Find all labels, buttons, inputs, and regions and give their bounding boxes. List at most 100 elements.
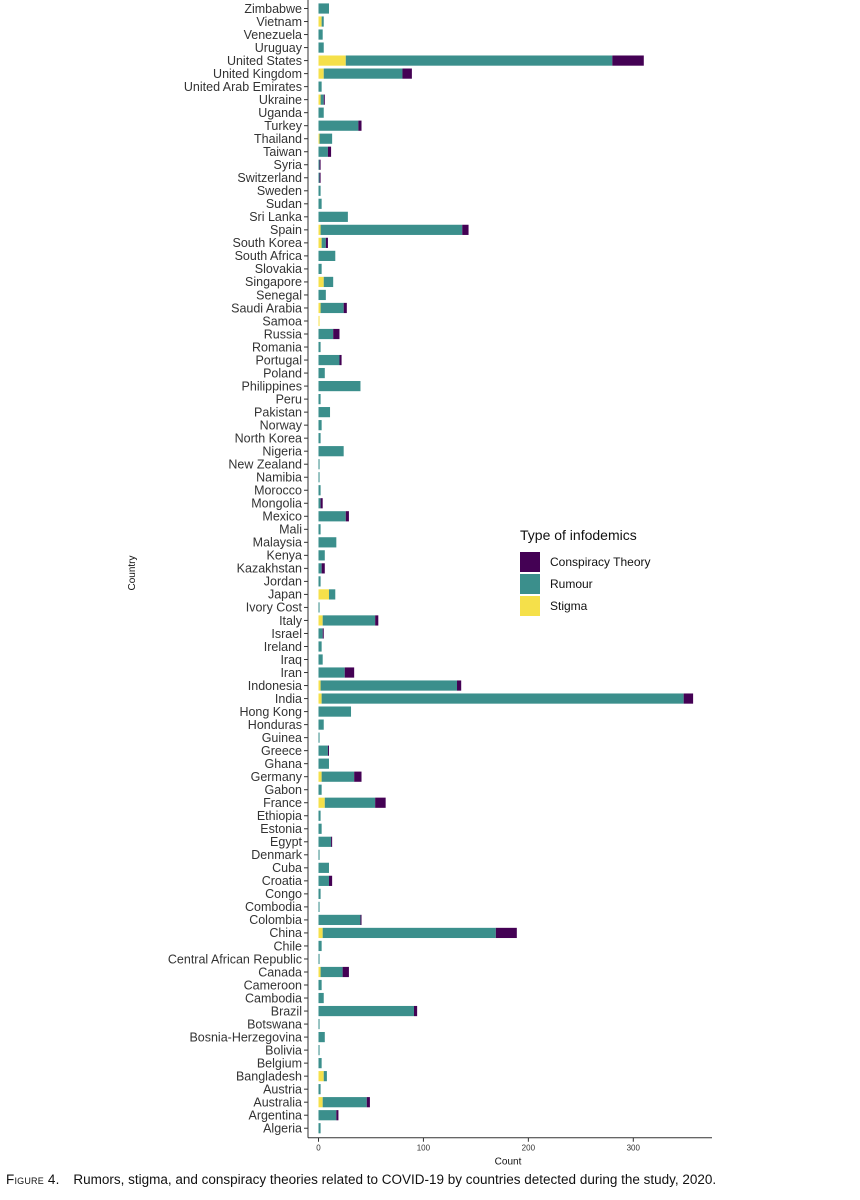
bar-segment-rumour [318, 524, 321, 535]
category-label: Samoa [262, 314, 302, 328]
category-label: Canada [258, 965, 302, 979]
bar-segment-conspiracy-theory [354, 771, 362, 782]
category-label: Bosnia-Herzegovina [189, 1030, 302, 1044]
bar-segment-rumour [318, 3, 329, 14]
category-label: Singapore [245, 275, 302, 289]
bar-segment-conspiracy-theory [366, 1097, 370, 1108]
bar-segment-rumour [321, 237, 326, 248]
bar-segment-rumour [318, 940, 322, 952]
bar-segment-stigma [318, 615, 323, 626]
bar-segment-conspiracy-theory [323, 94, 325, 105]
bar-segment-rumour [318, 563, 322, 574]
category-label: United Kingdom [213, 67, 302, 81]
category-label: Cuba [272, 861, 302, 875]
bar-segment-conspiracy-theory [319, 172, 321, 183]
bar-segment-conspiracy-theory [457, 680, 462, 691]
x-tick-label: 200 [522, 1144, 536, 1153]
category-label: France [263, 796, 302, 810]
bar-segment-stigma [318, 927, 323, 939]
bar-segment-rumour [318, 641, 322, 652]
category-label: Vietnam [256, 15, 302, 29]
category-label: Kazakhstan [237, 562, 302, 576]
category-label: Iran [280, 666, 302, 680]
bar-segment-rumour [318, 706, 352, 717]
legend-title: Type of infodemics [520, 527, 637, 543]
category-label: Algeria [263, 1122, 302, 1136]
category-label: Thailand [254, 132, 302, 146]
category-label: Ghana [264, 757, 302, 771]
bar-segment-rumour [323, 276, 334, 288]
category-label: Turkey [264, 119, 302, 133]
bar-segment-stigma [318, 315, 320, 327]
bar-segment-rumour [320, 224, 463, 235]
category-label: Zimbabwe [244, 2, 302, 16]
bar-segment-stigma [318, 966, 321, 978]
legend-label: Conspiracy Theory [550, 555, 651, 569]
category-label: Spain [270, 223, 302, 237]
bar-segment-rumour [318, 1123, 321, 1134]
bar-segment-rumour [318, 537, 337, 548]
bar-segment-conspiracy-theory [344, 667, 355, 678]
bar-segment-stigma [318, 237, 322, 248]
bar-segment-rumour [318, 719, 324, 730]
bar-segment-rumour [318, 1058, 322, 1069]
bar-segment-rumour [318, 1031, 325, 1043]
bar-segment-conspiracy-theory [328, 875, 333, 886]
category-label: Gabon [264, 783, 302, 797]
figure-label: Figure 4. [6, 1172, 60, 1187]
bar-segment-rumour [318, 992, 324, 1004]
category-label: Combodia [245, 900, 302, 914]
legend-swatch [520, 552, 540, 572]
legend-swatch [520, 596, 540, 616]
category-label: Japan [268, 588, 302, 602]
category-label: Greece [261, 744, 302, 758]
bar-segment-conspiracy-theory [325, 237, 328, 248]
category-label: Ukraine [259, 93, 302, 107]
category-label: Croatia [262, 874, 302, 888]
bar-segment-conspiracy-theory [612, 55, 644, 66]
category-label: Malaysia [253, 536, 302, 550]
category-label: Nigeria [262, 444, 302, 458]
category-label: Germany [251, 770, 303, 784]
bar-segment-rumour [318, 953, 320, 965]
caption-text: Rumors, stigma, and conspiracy theories … [73, 1172, 717, 1187]
y-axis-title: Country [127, 555, 138, 590]
bar-segment-rumour [318, 81, 322, 92]
bar-segment-rumour [322, 615, 376, 626]
bar-segment-stigma [318, 133, 320, 144]
category-label: Jordan [264, 575, 302, 589]
bar-segment-rumour [320, 966, 343, 978]
bar-segment-rumour [318, 459, 320, 470]
category-label: Congo [265, 887, 302, 901]
bar-segment-rumour [318, 1110, 337, 1121]
category-label: Bangladesh [236, 1069, 302, 1083]
bar-segment-rumour [318, 628, 323, 639]
category-label: North Korea [235, 431, 302, 445]
bar-segment-conspiracy-theory [345, 511, 349, 522]
category-label: Pakistan [254, 405, 302, 419]
bar-segment-conspiracy-theory [375, 615, 379, 626]
legend-label: Stigma [550, 599, 588, 613]
bar-segment-rumour [322, 1097, 367, 1108]
bar-segment-stigma [318, 797, 325, 808]
bar-segment-stigma [318, 1097, 323, 1108]
bar-segment-stigma [318, 1071, 324, 1082]
category-label: Hong Kong [239, 705, 302, 719]
bar-segment-conspiracy-theory [321, 563, 325, 574]
bar-segment-rumour [318, 29, 323, 40]
category-label: Cameroon [244, 978, 302, 992]
category-label: Egypt [270, 835, 302, 849]
bar-segment-rumour [318, 107, 324, 118]
bar-segment-rumour [318, 263, 322, 275]
bar-segment-rumour [318, 289, 326, 301]
bar-segment-rumour [318, 862, 329, 873]
category-label: Syria [274, 158, 303, 172]
bar-segment-rumour [322, 927, 496, 939]
category-label: Poland [263, 366, 302, 380]
category-label: United States [227, 54, 302, 68]
category-label: Saudi Arabia [231, 301, 302, 315]
category-label: Ethiopia [257, 809, 302, 823]
category-label: Romania [252, 340, 302, 354]
category-label: Cambodia [245, 991, 302, 1005]
